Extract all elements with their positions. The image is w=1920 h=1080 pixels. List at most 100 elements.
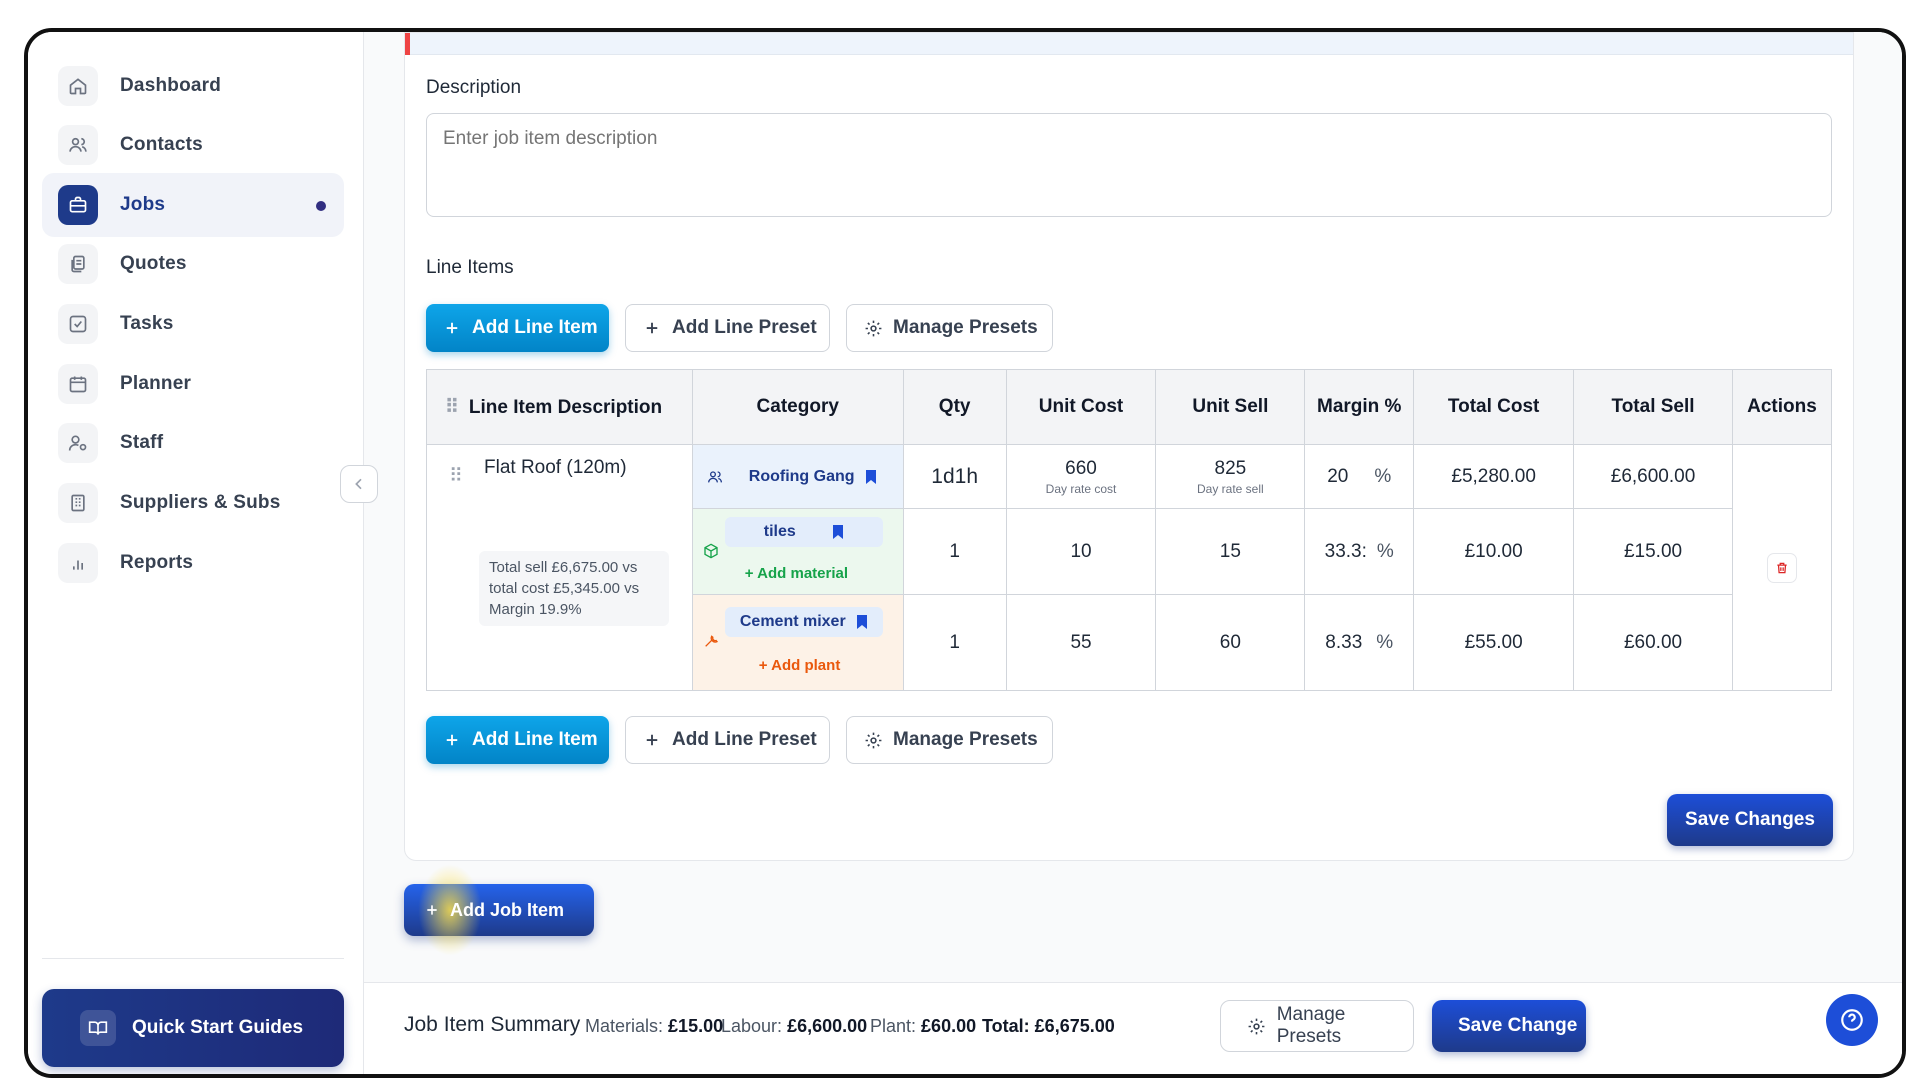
add-line-item-label: Add Line Item — [472, 729, 598, 750]
add-line-item-button[interactable]: Add Line Item — [426, 304, 609, 352]
summary-total: Total: £6,675.00 — [982, 1016, 1115, 1036]
column-header-unit-sell: Unit Sell — [1155, 369, 1306, 445]
add-job-item-label: Add Job Item — [450, 899, 565, 920]
add-line-preset-button-bottom[interactable]: Add Line Preset — [625, 716, 830, 764]
gear-icon — [863, 730, 883, 750]
footer-save-changes-button[interactable]: Save Change — [1432, 1000, 1586, 1052]
total-cost-cell: £55.00 — [1413, 594, 1575, 691]
sidebar-item-label: Contacts — [120, 134, 203, 155]
plus-icon — [642, 318, 662, 338]
day-rate-sell-note: Day rate sell — [1197, 481, 1264, 496]
manage-presets-label: Manage Presets — [893, 317, 1038, 338]
category-cell-material: tiles + Add material — [691, 508, 904, 595]
unit-sell-cell[interactable]: 60 — [1155, 594, 1306, 691]
description-input[interactable] — [426, 113, 1832, 217]
column-header-total-cost: Total Cost — [1413, 369, 1575, 445]
qty-cell[interactable]: 1d1h — [902, 444, 1007, 509]
summary-labour: Labour: £6,600.00 — [721, 1016, 868, 1036]
quick-start-guides-button[interactable]: Quick Start Guides — [42, 989, 344, 1067]
bookmark-icon[interactable] — [832, 525, 844, 539]
manage-presets-label: Manage Presets — [893, 729, 1038, 750]
add-job-item-button[interactable]: Add Job Item — [404, 864, 594, 956]
sidebar-item-tasks[interactable]: Tasks — [42, 292, 344, 356]
unit-cost-cell[interactable]: 10 — [1005, 508, 1157, 595]
column-header-actions: Actions — [1731, 369, 1833, 445]
save-changes-button[interactable]: Save Changes — [1667, 794, 1833, 846]
manage-presets-button-bottom[interactable]: Manage Presets — [846, 716, 1053, 764]
column-header-description: ⠿ Line Item Description — [426, 369, 693, 445]
manage-presets-label: Manage Presets — [1276, 1004, 1346, 1047]
sidebar: Dashboard Contacts Jobs Quotes Tasks — [28, 32, 364, 1074]
qty-cell[interactable]: 1 — [902, 508, 1007, 595]
delete-line-item-button[interactable] — [1766, 552, 1797, 583]
margin-cell[interactable]: 20% — [1304, 444, 1415, 509]
help-button[interactable] — [1826, 994, 1878, 1046]
unit-cost-cell[interactable]: 660 Day rate cost — [1005, 444, 1157, 509]
total-cost-cell: £5,280.00 — [1413, 444, 1575, 509]
plus-icon — [642, 730, 662, 750]
user-cog-icon — [58, 423, 98, 463]
footer-manage-presets-button[interactable]: Manage Presets — [1220, 1000, 1414, 1052]
column-header-margin: Margin % — [1304, 369, 1415, 445]
total-cost-cell: £10.00 — [1413, 508, 1575, 595]
question-icon — [1839, 1007, 1865, 1033]
column-header-category: Category — [691, 369, 904, 445]
margin-cell[interactable]: 33.3:% — [1304, 508, 1415, 595]
margin-cell[interactable]: 8.33% — [1304, 594, 1415, 691]
unit-cost-cell[interactable]: 55 — [1005, 594, 1157, 691]
add-plant-link[interactable]: + Add plant — [758, 657, 841, 674]
bookmark-icon[interactable] — [856, 615, 868, 629]
table-row: ⠿ Flat Roof (120m) Total sell £6,675.00 … — [426, 444, 1833, 691]
home-icon — [58, 66, 98, 106]
sidebar-item-label: Staff — [120, 432, 164, 453]
unit-sell-cell[interactable]: 825 Day rate sell — [1155, 444, 1306, 509]
sidebar-item-contacts[interactable]: Contacts — [42, 113, 344, 177]
line-items-label: Line Items — [426, 257, 514, 278]
active-indicator-dot — [316, 201, 326, 211]
total-sell-cell: £15.00 — [1573, 508, 1733, 595]
qty-cell[interactable]: 1 — [902, 594, 1007, 691]
quick-start-label: Quick Start Guides — [132, 1017, 304, 1038]
add-line-preset-button[interactable]: Add Line Preset — [625, 304, 830, 352]
drag-handle-icon[interactable]: ⠿ — [449, 466, 463, 487]
sidebar-item-jobs[interactable]: Jobs — [42, 173, 344, 237]
add-material-link[interactable]: + Add material — [744, 565, 849, 582]
category-chip[interactable]: Cement mixer — [724, 607, 883, 637]
plus-icon — [442, 730, 462, 750]
column-header-unit-cost: Unit Cost — [1005, 369, 1157, 445]
calendar-icon — [58, 364, 98, 404]
sidebar-item-suppliers[interactable]: Suppliers & Subs — [42, 471, 344, 535]
line-items-table: ⠿ Line Item Description Category Qty Unit… — [426, 369, 1833, 691]
drag-handle-icon: ⠿ — [445, 396, 459, 418]
line-item-totals-summary: Total sell £6,675.00 vs total cost £5,34… — [479, 551, 669, 626]
bar-chart-icon — [58, 543, 98, 583]
wrench-icon — [703, 633, 719, 649]
card-header-strip — [405, 33, 1853, 55]
collapse-sidebar-button[interactable] — [340, 465, 378, 503]
bookmark-icon[interactable] — [865, 469, 877, 484]
book-icon — [80, 1010, 116, 1046]
description-label: Description — [426, 77, 522, 98]
unit-sell-cell[interactable]: 15 — [1155, 508, 1306, 595]
category-chip[interactable]: tiles — [724, 517, 883, 547]
table-row: tiles + Add material 1 10 15 33.3:% £10.… — [427, 508, 1832, 595]
line-item-name[interactable]: Flat Roof (120m) — [484, 457, 627, 478]
category-chip[interactable]: Roofing Gang — [737, 462, 889, 492]
sidebar-item-label: Planner — [120, 373, 192, 394]
card-accent-bar — [405, 33, 410, 55]
sidebar-item-label: Quotes — [120, 253, 187, 274]
sidebar-item-dashboard[interactable]: Dashboard — [42, 54, 344, 118]
sidebar-item-label: Dashboard — [120, 75, 222, 96]
summary-plant: Plant: £60.00 — [870, 1016, 977, 1036]
total-sell-cell: £60.00 — [1573, 594, 1733, 691]
gear-icon — [863, 318, 883, 338]
sidebar-item-reports[interactable]: Reports — [42, 531, 344, 595]
add-line-item-button-bottom[interactable]: Add Line Item — [426, 716, 609, 764]
building-icon — [58, 483, 98, 523]
manage-presets-button[interactable]: Manage Presets — [846, 304, 1053, 352]
sidebar-item-label: Reports — [120, 552, 194, 573]
sidebar-item-planner[interactable]: Planner — [42, 352, 344, 416]
main-content: Description Line Items Add Line Item Add… — [364, 32, 1902, 1074]
sidebar-item-staff[interactable]: Staff — [42, 411, 344, 475]
sidebar-item-quotes[interactable]: Quotes — [42, 232, 344, 296]
